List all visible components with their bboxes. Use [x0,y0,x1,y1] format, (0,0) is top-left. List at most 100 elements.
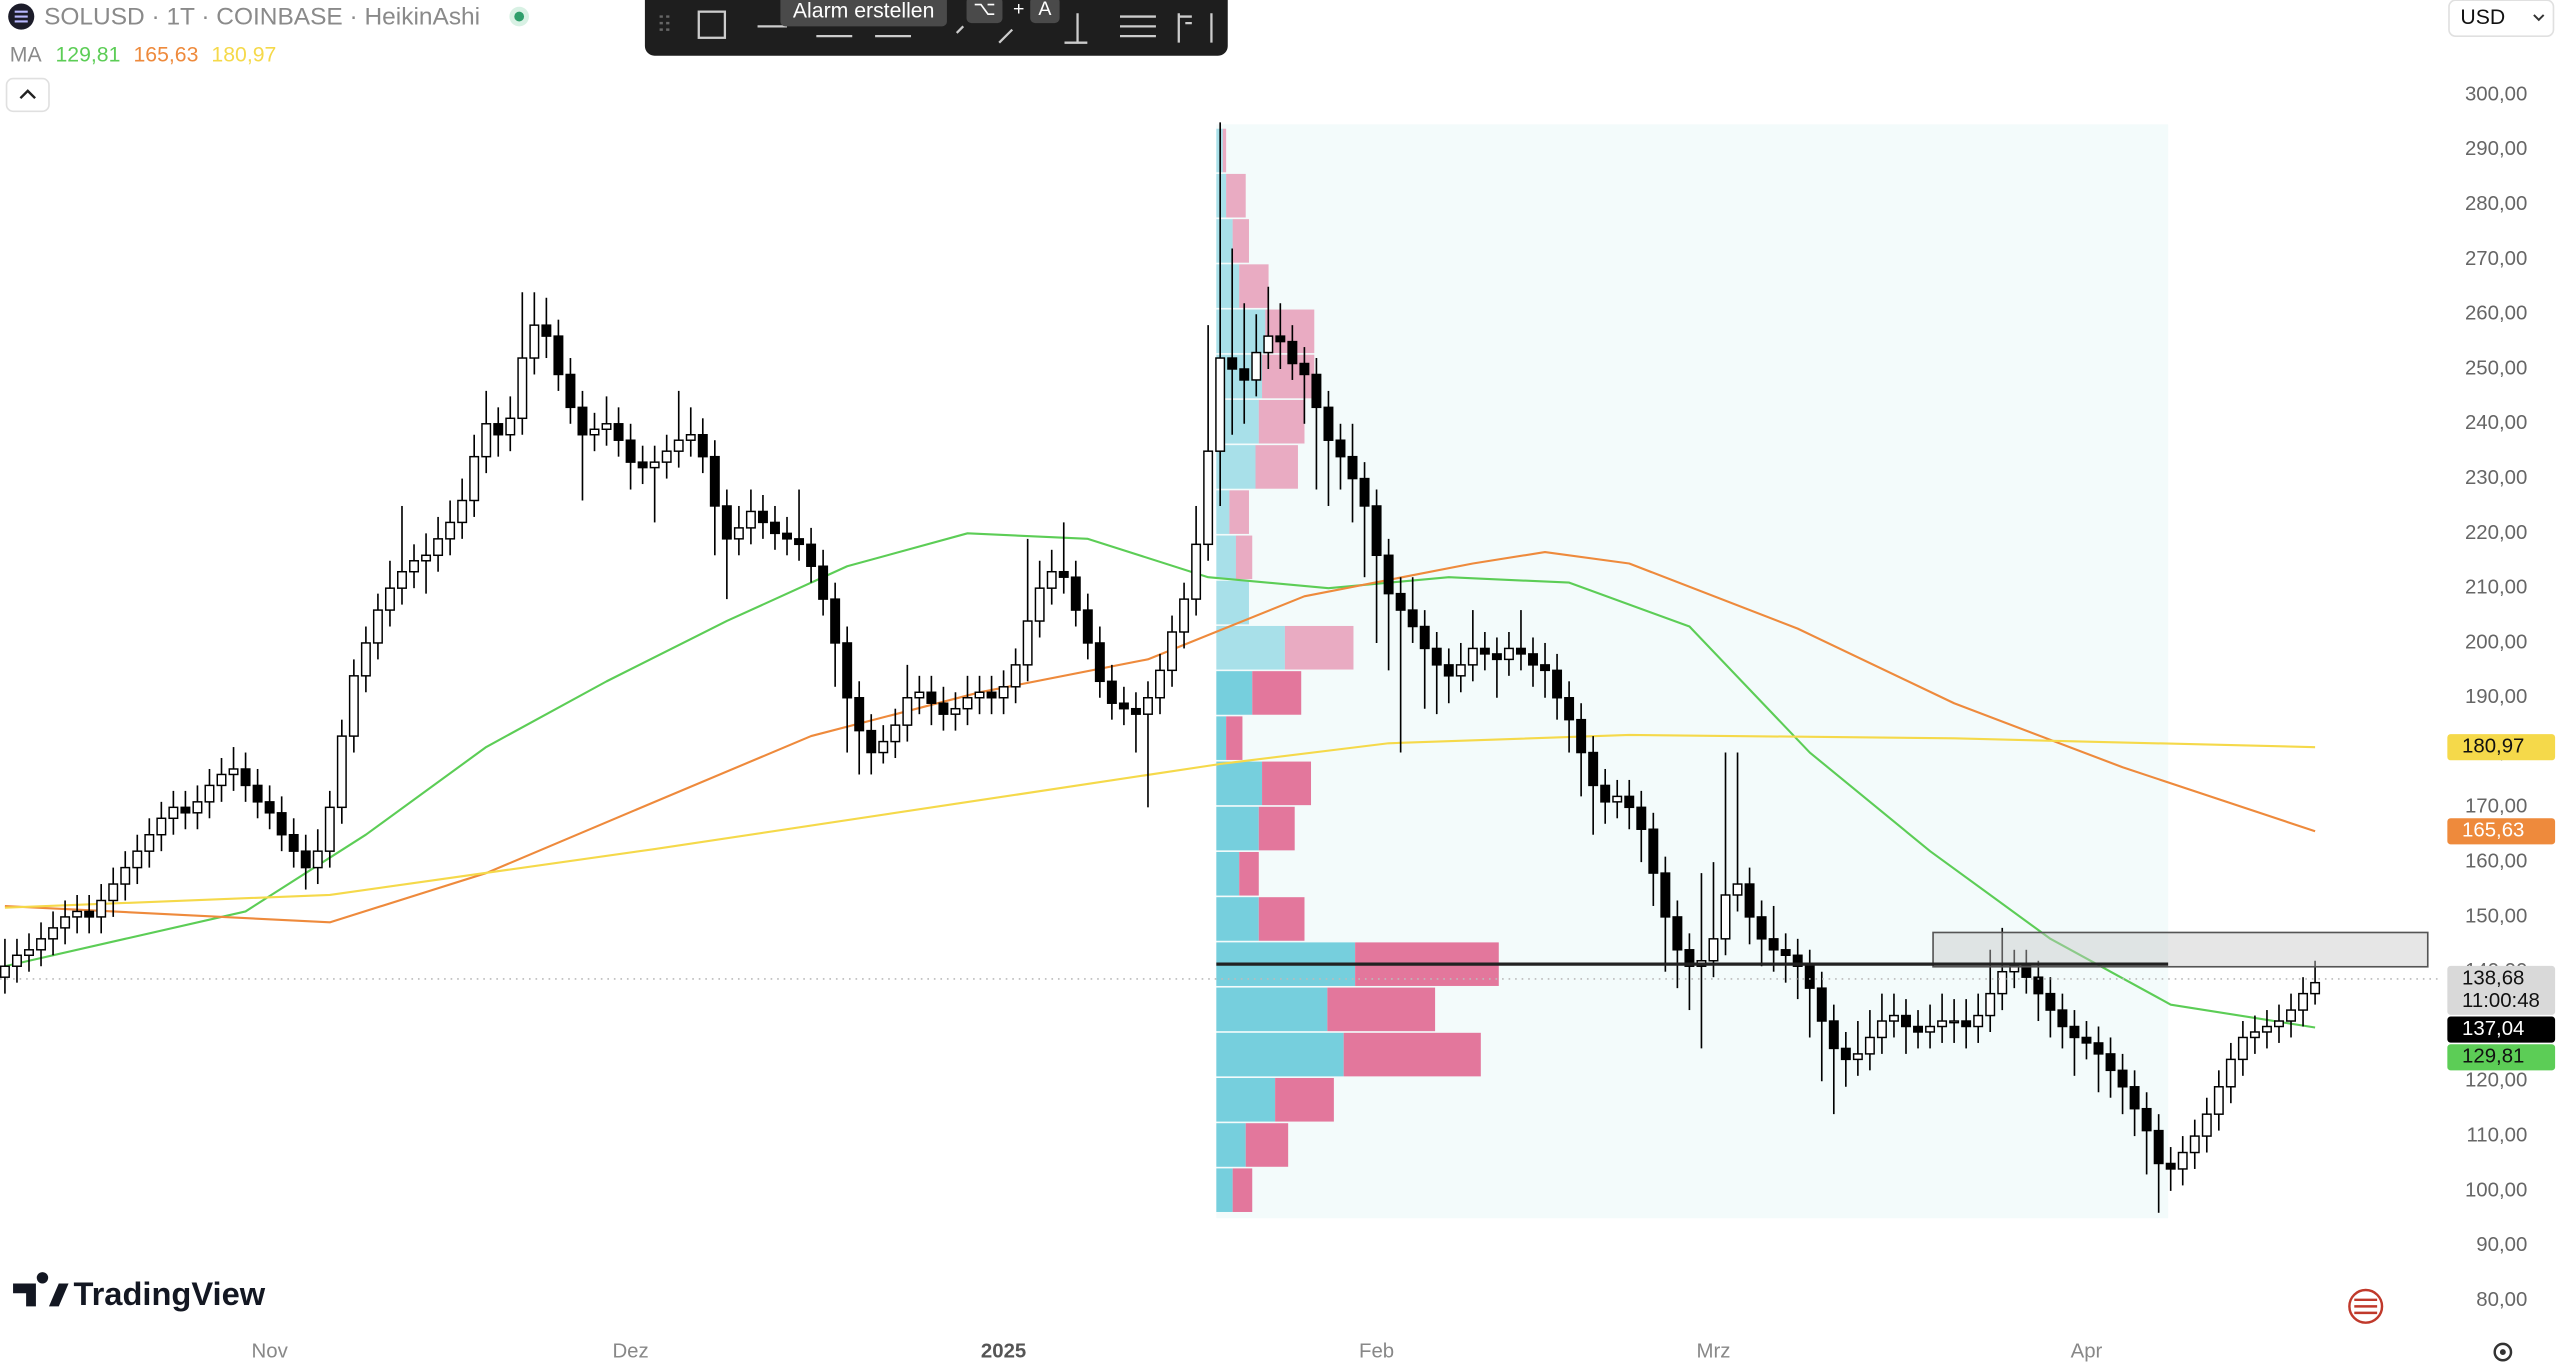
y-tick-label: 290,00 [2465,138,2527,160]
candle-body [1142,697,1153,715]
candle-body [1070,576,1081,611]
profile-up-bar [1216,445,1256,489]
tool-rectangle[interactable] [697,10,727,39]
tooltip-text: Alarm erstellen [793,0,935,22]
candle-body [2129,1086,2140,1110]
price-tag-label: 165,63 [2462,820,2524,842]
profile-down-bar [1275,1078,1334,1122]
candle-body [1672,916,1683,951]
profile-down-bar [1222,128,1227,173]
candle-body [1491,653,1502,661]
candle-body [1130,707,1141,715]
candle-body [240,768,251,787]
tool-icons[interactable] [816,25,965,38]
ma-legend-value[interactable]: 180,97 [211,43,276,66]
currency-select[interactable] [2448,0,2555,37]
candle-body [938,702,949,715]
profile-down-bar [1229,490,1249,534]
candle-body [505,417,516,436]
candle-body [2298,992,2309,1011]
candle-body [1816,987,1827,1022]
candle-body [1167,631,1178,672]
x-tick-label: 2025 [981,1340,1026,1362]
profile-up-bar [1216,535,1236,580]
candle-body [1082,609,1093,644]
candle-body [2249,1031,2260,1039]
candle-body [1732,883,1743,896]
collapse-chevron [19,89,36,100]
profile-up-bar [1216,1123,1246,1167]
profile-down-bar [1258,399,1305,444]
candle-body [1022,620,1033,666]
profile-up-bar [1216,173,1227,218]
candle-body [1479,647,1490,655]
candle-body [421,554,432,562]
profile-up-bar [1216,309,1266,354]
profile-down-bar [1245,1123,1289,1167]
settings-gear[interactable] [2493,1342,2513,1362]
y-tick-label: 220,00 [2465,522,2527,544]
status-dot [514,11,525,22]
profile-down-bar [1226,716,1243,760]
candle-body [842,642,853,699]
candle-body [1419,625,1430,650]
candle-body [914,691,925,699]
brand-name[interactable]: TradingView [73,1275,265,1312]
candle-body [108,883,119,902]
price-tag-countdown: 11:00:48 [2462,990,2540,1012]
profile-up-bar [1216,1078,1276,1122]
toolbar-grip[interactable] [659,15,670,31]
symbol-title[interactable]: SOLUSD · 1T · COINBASE · HeikinAshi [44,4,480,31]
ma-label[interactable]: MA [10,43,43,66]
key-box [1030,0,1060,24]
candle-body [782,532,792,540]
price-tag [2447,734,2556,761]
settings-gear-center [2499,1349,2506,1356]
candle-body [1046,570,1057,589]
candle-body [1118,702,1129,710]
candle-body [1913,1025,1924,1033]
ma-legend-value[interactable]: 165,63 [133,43,198,66]
price-tag [2447,1016,2556,1043]
tool-icons[interactable] [998,13,1213,44]
candle-body [2069,1025,2080,1039]
candle-body [2165,1162,2176,1170]
candle-body [1287,340,1298,365]
candle-body [2237,1036,2248,1061]
profile-down-bar [1255,445,1298,489]
ma-legend-value[interactable]: 129,81 [56,43,121,66]
candle-body [2261,1025,2272,1033]
candle-body [252,784,263,803]
brand-logo[interactable] [13,1272,69,1307]
candle-body [2153,1129,2164,1165]
candle-body [2033,976,2044,995]
candle-body [2310,981,2321,995]
candle-body [1973,1014,1984,1028]
collapse-button[interactable] [5,77,50,113]
candle-body [180,806,191,814]
candle-body [613,423,624,441]
candle-body [2021,965,2032,978]
profile-down-bar [1232,1168,1253,1212]
candle-body [577,406,588,436]
candle-body [1371,505,1382,557]
flag-stripes [2354,1298,2378,1315]
price-axis-panel [2440,39,2560,1346]
candle-body [481,423,492,458]
candle-body [276,812,287,836]
price-tag-label: 180,97 [2462,736,2524,758]
x-tick-label: Nov [252,1340,289,1362]
candle-body [144,833,155,852]
candle-body [288,833,299,852]
candle-body [228,768,239,776]
candle-body [1648,828,1659,874]
candle-body [2093,1042,2104,1055]
profile-up-bar [1216,671,1253,715]
candle-body [986,691,997,699]
candle-body [72,910,83,918]
candle-body [493,423,504,436]
candle-body [625,439,636,463]
candle-body [926,691,937,704]
profile-down-bar [1327,987,1436,1032]
